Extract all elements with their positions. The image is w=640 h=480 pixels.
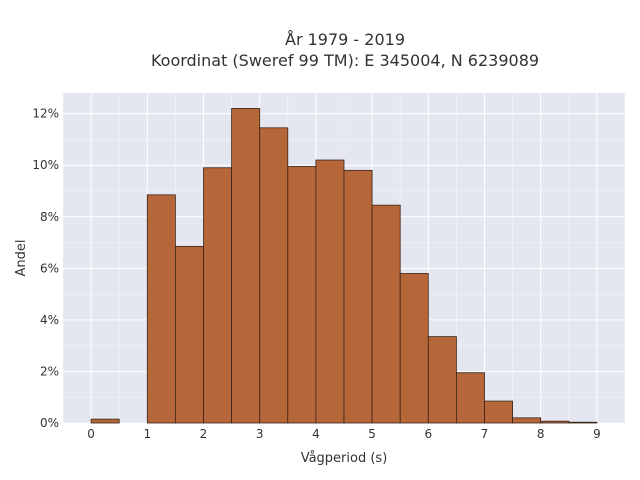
histogram-bar (455, 372, 485, 424)
histogram-bar (484, 400, 514, 424)
x-tick-label: 1 (143, 427, 151, 441)
bar-layer (90, 108, 598, 424)
y-tick-label: 6% (40, 261, 59, 275)
y-axis-label: Andel (14, 240, 29, 277)
x-tick-label: 5 (368, 427, 376, 441)
histogram-bar (315, 159, 345, 424)
histogram-bar (568, 421, 598, 424)
histogram-bar (259, 127, 289, 424)
y-tick-label: 4% (40, 313, 59, 327)
x-tick-label: 7 (481, 427, 489, 441)
x-tick-labels: 0 1 2 3 4 5 6 7 8 9 (87, 427, 600, 441)
x-tick-label: 9 (593, 427, 601, 441)
histogram-bar (174, 245, 204, 424)
x-tick-label: 8 (537, 427, 545, 441)
y-tick-label: 8% (40, 210, 59, 224)
histogram-bar (399, 273, 429, 424)
y-tick-label: 10% (32, 158, 59, 172)
histogram-bar (287, 166, 317, 424)
x-tick-label: 0 (87, 427, 95, 441)
y-tick-label: 12% (32, 107, 59, 121)
x-tick-label: 3 (256, 427, 264, 441)
y-tick-label: 0% (40, 416, 59, 430)
histogram-bar (90, 418, 120, 424)
histogram-bar (427, 336, 457, 424)
x-tick-label: 4 (312, 427, 320, 441)
histogram-bar (371, 204, 401, 424)
histogram-bar (146, 194, 176, 424)
y-tick-labels: 0% 2% 4% 6% 8% 10% 12% (32, 107, 59, 430)
x-axis-label: Vågperiod (s) (301, 451, 388, 466)
chart-title-line-2: Koordinat (Sweref 99 TM): E 345004, N 62… (151, 51, 539, 70)
histogram-bar (231, 108, 261, 424)
histogram-bar (203, 167, 233, 424)
chart-title-line-1: År 1979 - 2019 (285, 30, 405, 49)
histogram-bar (540, 420, 570, 424)
x-tick-label: 2 (200, 427, 208, 441)
x-tick-label: 6 (424, 427, 432, 441)
histogram-bar (512, 417, 542, 424)
histogram-bar (343, 169, 373, 424)
y-tick-label: 2% (40, 364, 59, 378)
